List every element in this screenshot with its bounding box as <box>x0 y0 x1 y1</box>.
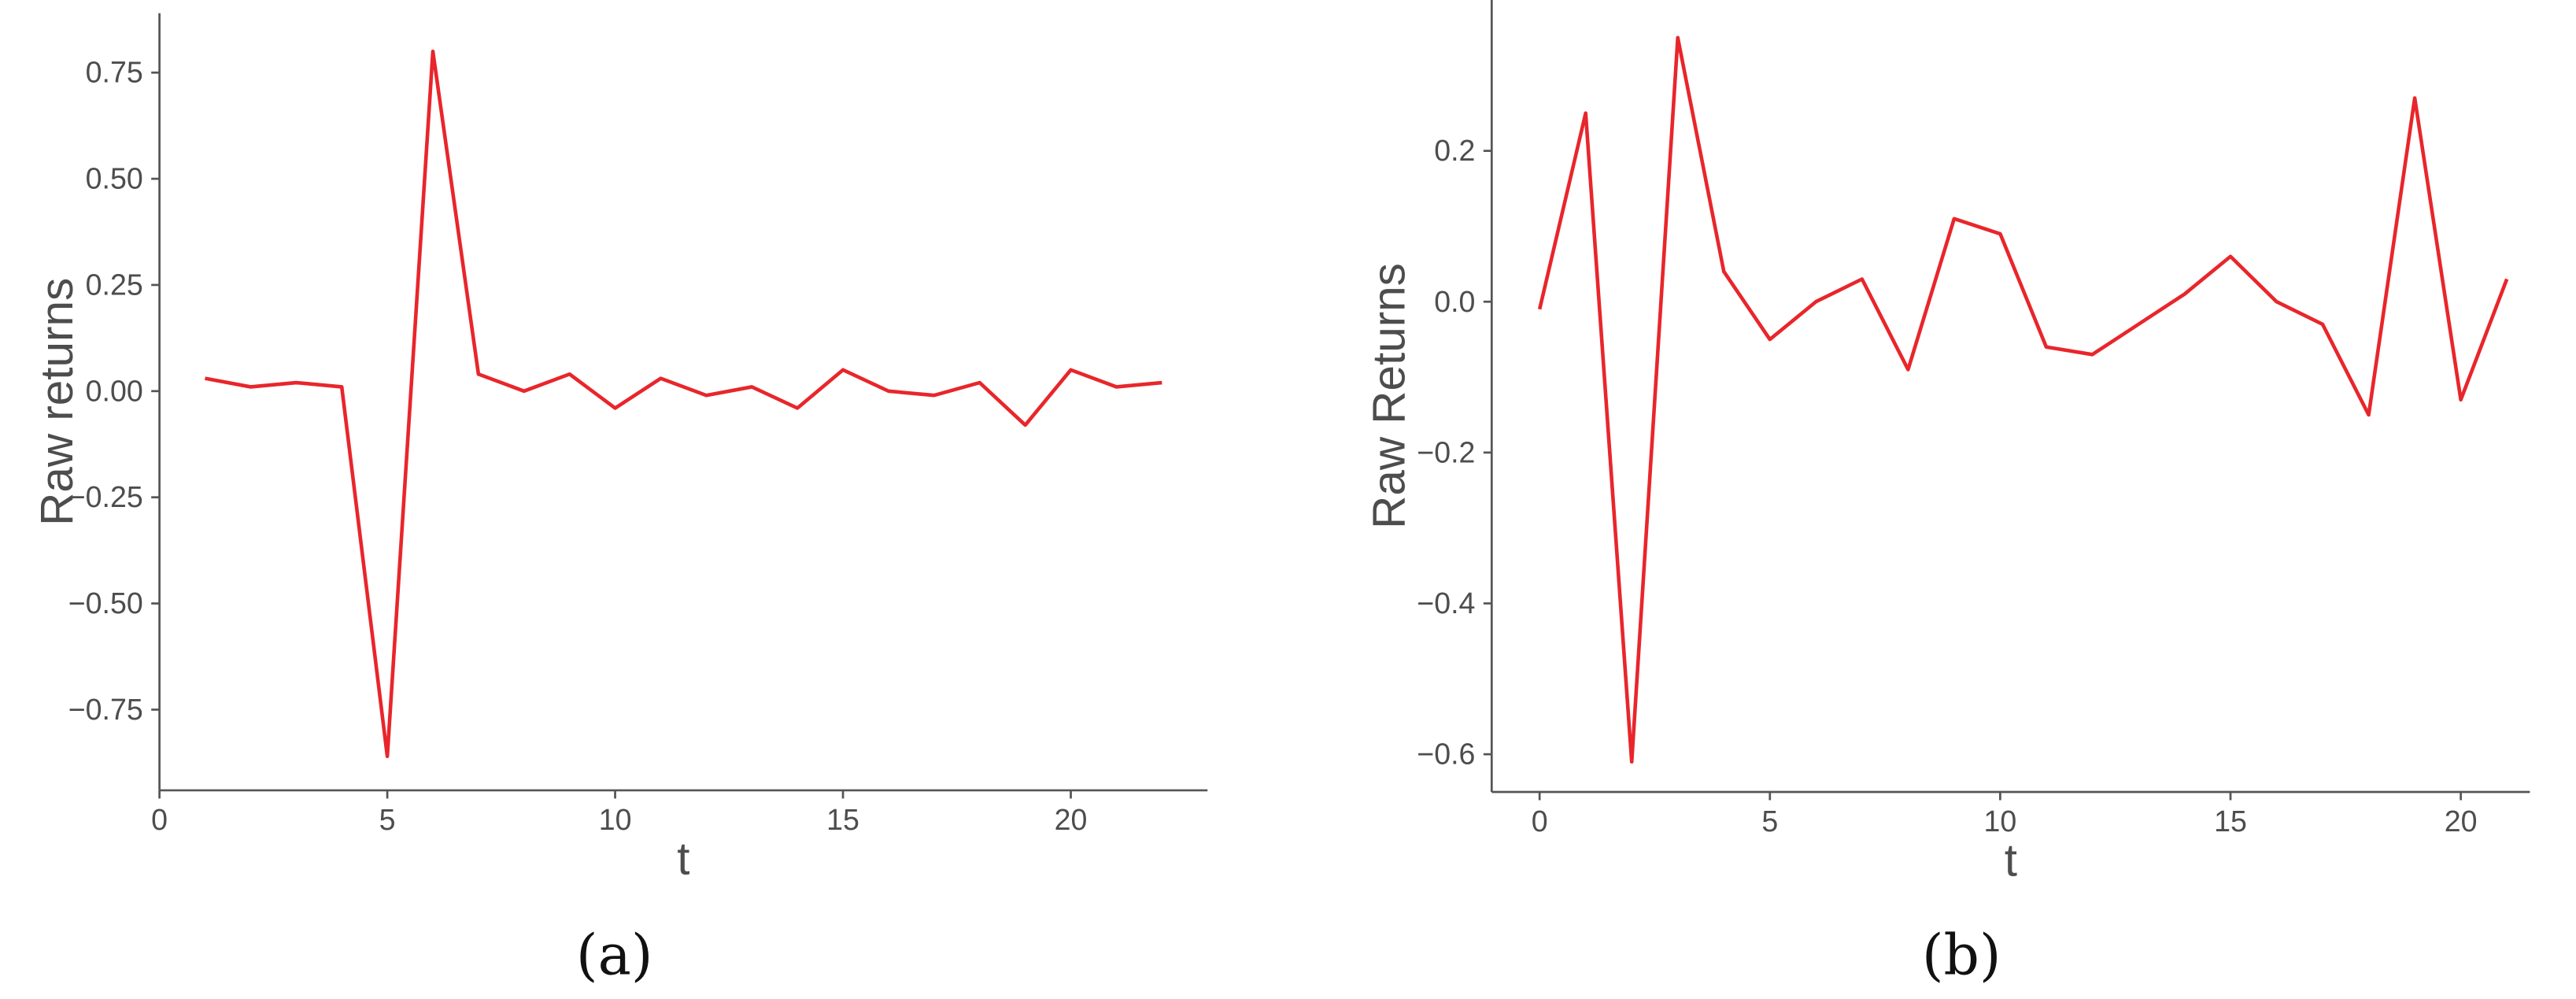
y-tick-label: 0.00 <box>86 374 143 407</box>
data-line <box>1537 35 2509 764</box>
panel-caption: (b) <box>1922 923 2001 988</box>
y-axis-title: Raw Returns <box>1364 263 1415 529</box>
y-tick-label: −0.25 <box>68 480 143 513</box>
x-tick-label: 20 <box>2445 805 2478 838</box>
y-tick-label: −0.75 <box>68 693 143 726</box>
y-tick-label: −0.50 <box>68 586 143 620</box>
y-tick-label: 0.2 <box>1434 134 1475 167</box>
data-line <box>205 49 1162 759</box>
y-tick-label: −0.4 <box>1417 586 1475 620</box>
x-axis-title: t <box>677 833 689 884</box>
y-axis-title: Raw returns <box>31 278 83 526</box>
x-tick-label: 15 <box>826 803 859 836</box>
x-tick-label: 10 <box>599 803 632 836</box>
x-tick-label: 20 <box>1055 803 1088 836</box>
y-tick-label: 0.0 <box>1434 285 1475 318</box>
x-axis-title: t <box>2005 834 2017 886</box>
x-tick-label: 0 <box>1532 805 1548 838</box>
panel-caption: (a) <box>576 923 653 988</box>
x-tick-label: 15 <box>2214 805 2247 838</box>
x-tick-label: 0 <box>151 803 168 836</box>
x-tick-label: 10 <box>1984 805 2017 838</box>
x-tick-label: 5 <box>379 803 396 836</box>
y-tick-label: 0.75 <box>86 56 143 89</box>
x-tick-label: 5 <box>1761 805 1778 838</box>
y-tick-label: −0.6 <box>1417 738 1475 771</box>
y-tick-label: 0.25 <box>86 268 143 301</box>
y-tick-label: −0.2 <box>1417 435 1475 468</box>
y-tick-label: 0.50 <box>86 162 143 195</box>
